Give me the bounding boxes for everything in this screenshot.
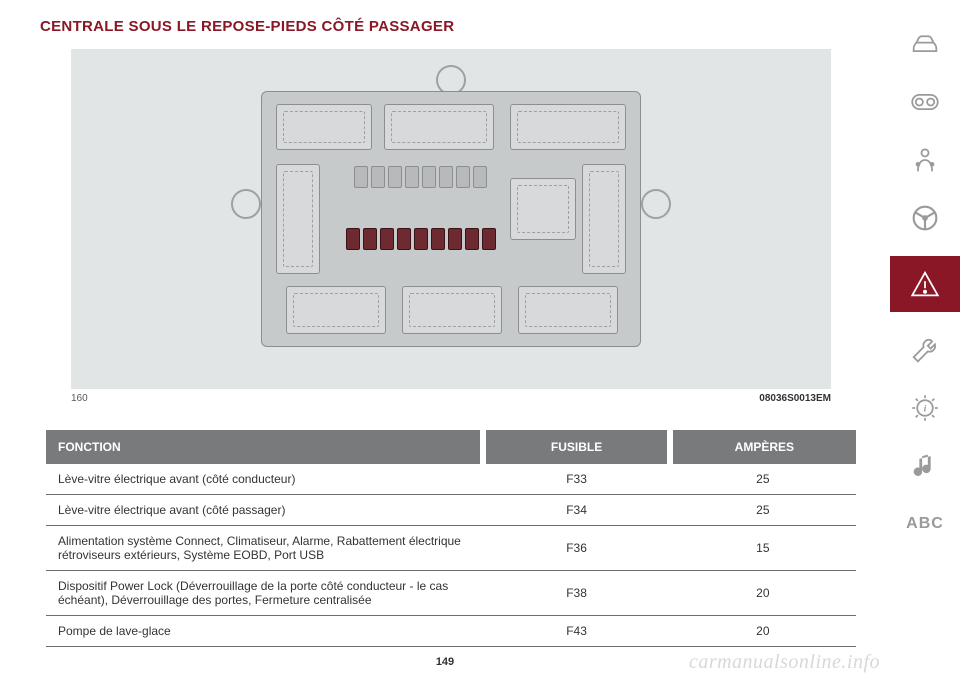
cell-fonction: Alimentation système Connect, Climatiseu… <box>46 526 483 571</box>
fusebox-figure <box>71 49 831 389</box>
cell-fusible: F43 <box>483 616 669 647</box>
dashboard-icon[interactable] <box>905 82 945 122</box>
car-icon[interactable] <box>905 24 945 64</box>
section-title: CENTRALE SOUS LE REPOSE-PIEDS CÔTÉ PASSA… <box>40 18 862 35</box>
cell-fonction: Dispositif Power Lock (Déverrouillage de… <box>46 571 483 616</box>
table-row: Lève-vitre électrique avant (côté conduc… <box>46 464 856 495</box>
col-amperes-header: AMPÈRES <box>670 430 856 464</box>
cell-fonction: Lève-vitre électrique avant (côté conduc… <box>46 464 483 495</box>
table-row: Alimentation système Connect, Climatiseu… <box>46 526 856 571</box>
table-row: Dispositif Power Lock (Déverrouillage de… <box>46 571 856 616</box>
watermark: carmanualsonline.info <box>689 651 880 674</box>
cell-amperes: 15 <box>670 526 856 571</box>
cell-fonction: Pompe de lave-glace <box>46 616 483 647</box>
figure-code: 08036S0013EM <box>759 393 831 404</box>
airbag-icon[interactable] <box>905 140 945 180</box>
table-row: Lève-vitre électrique avant (côté passag… <box>46 495 856 526</box>
abc-index-icon[interactable]: ABC <box>905 504 945 544</box>
steering-icon[interactable] <box>905 198 945 238</box>
fuse-table: FONCTION FUSIBLE AMPÈRES Lève-vitre élec… <box>46 430 856 647</box>
manual-page: CENTRALE SOUS LE REPOSE-PIEDS CÔTÉ PASSA… <box>0 0 890 678</box>
section-index-sidebar: i ABC <box>890 0 960 678</box>
cell-amperes: 20 <box>670 571 856 616</box>
music-icon[interactable] <box>905 446 945 486</box>
cell-amperes: 20 <box>670 616 856 647</box>
cell-amperes: 25 <box>670 495 856 526</box>
table-header-row: FONCTION FUSIBLE AMPÈRES <box>46 430 856 464</box>
info-gear-icon[interactable]: i <box>905 388 945 428</box>
figure-caption: 160 08036S0013EM <box>71 393 831 404</box>
cell-fusible: F36 <box>483 526 669 571</box>
table-row: Pompe de lave-glaceF4320 <box>46 616 856 647</box>
wrench-icon[interactable] <box>905 330 945 370</box>
col-fusible-header: FUSIBLE <box>483 430 669 464</box>
cell-fusible: F38 <box>483 571 669 616</box>
figure-number: 160 <box>71 393 88 404</box>
fusebox-illustration <box>221 69 681 369</box>
warning-icon[interactable] <box>890 256 960 312</box>
col-fonction-header: FONCTION <box>46 430 483 464</box>
cell-fonction: Lève-vitre électrique avant (côté passag… <box>46 495 483 526</box>
cell-fusible: F34 <box>483 495 669 526</box>
svg-text:i: i <box>924 404 927 415</box>
cell-fusible: F33 <box>483 464 669 495</box>
cell-amperes: 25 <box>670 464 856 495</box>
